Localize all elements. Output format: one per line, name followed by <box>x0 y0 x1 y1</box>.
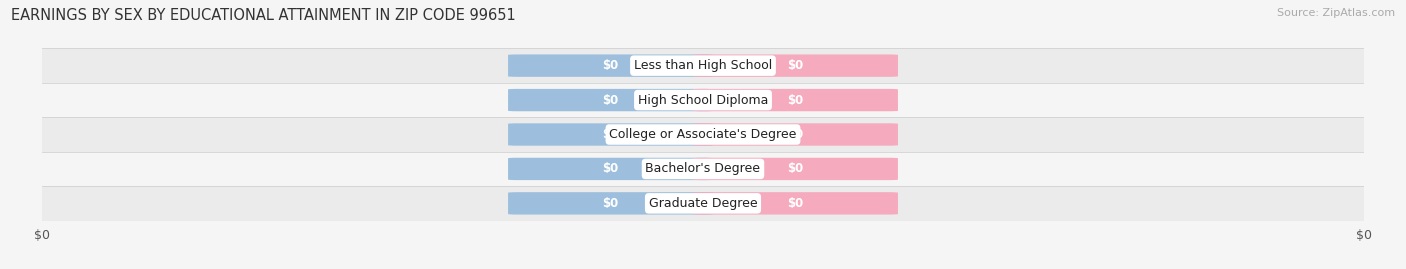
FancyBboxPatch shape <box>508 192 713 215</box>
FancyBboxPatch shape <box>508 54 713 77</box>
Text: Source: ZipAtlas.com: Source: ZipAtlas.com <box>1277 8 1395 18</box>
Text: $0: $0 <box>787 94 804 107</box>
FancyBboxPatch shape <box>508 89 713 111</box>
Text: Less than High School: Less than High School <box>634 59 772 72</box>
Text: $0: $0 <box>787 59 804 72</box>
Bar <box>42 117 1364 152</box>
Text: $0: $0 <box>602 162 619 175</box>
FancyBboxPatch shape <box>508 158 713 180</box>
Text: College or Associate's Degree: College or Associate's Degree <box>609 128 797 141</box>
FancyBboxPatch shape <box>508 123 713 146</box>
FancyBboxPatch shape <box>693 89 898 111</box>
Text: $0: $0 <box>787 197 804 210</box>
Bar <box>42 186 1364 221</box>
Text: $0: $0 <box>787 128 804 141</box>
Text: $0: $0 <box>602 197 619 210</box>
Bar <box>42 152 1364 186</box>
Text: $0: $0 <box>602 128 619 141</box>
FancyBboxPatch shape <box>693 158 898 180</box>
FancyBboxPatch shape <box>693 192 898 215</box>
Bar <box>42 48 1364 83</box>
Text: $0: $0 <box>787 162 804 175</box>
Bar <box>42 83 1364 117</box>
FancyBboxPatch shape <box>693 123 898 146</box>
Text: $0: $0 <box>602 59 619 72</box>
Text: EARNINGS BY SEX BY EDUCATIONAL ATTAINMENT IN ZIP CODE 99651: EARNINGS BY SEX BY EDUCATIONAL ATTAINMEN… <box>11 8 516 23</box>
Text: High School Diploma: High School Diploma <box>638 94 768 107</box>
FancyBboxPatch shape <box>693 54 898 77</box>
Text: Graduate Degree: Graduate Degree <box>648 197 758 210</box>
Text: $0: $0 <box>602 94 619 107</box>
Text: Bachelor's Degree: Bachelor's Degree <box>645 162 761 175</box>
